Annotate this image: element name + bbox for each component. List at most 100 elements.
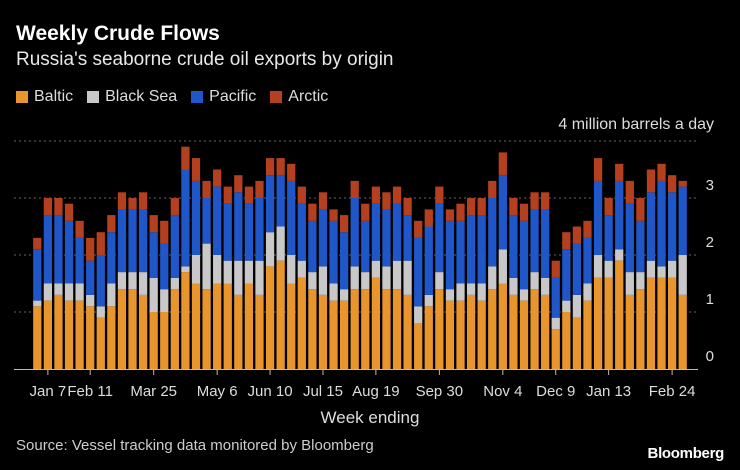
bar-baltic: [445, 300, 455, 369]
bar-arctic: [308, 203, 317, 221]
bar-baltic: [593, 277, 603, 369]
bar-pacific: [191, 180, 201, 255]
bar-pacific: [75, 237, 84, 284]
bar-black-sea: [318, 266, 328, 295]
bar-arctic: [435, 186, 444, 204]
bar-baltic: [329, 300, 338, 369]
bar-black-sea: [350, 266, 359, 290]
bar-black-sea: [424, 294, 433, 307]
bar-baltic: [361, 289, 370, 369]
bar-arctic: [138, 192, 148, 210]
x-tick-label: May 6: [197, 383, 238, 400]
chart-subtitle: Russia's seaborne crude oil exports by o…: [16, 49, 394, 70]
bar-arctic: [593, 158, 603, 181]
bar-pacific: [403, 215, 412, 261]
bar-arctic: [297, 186, 306, 204]
bar-black-sea: [392, 260, 402, 290]
bar-baltic: [244, 283, 254, 369]
bar-baltic: [117, 289, 127, 369]
bar-baltic: [234, 294, 243, 369]
bar-baltic: [202, 289, 211, 369]
bar-pacific: [371, 203, 380, 261]
bar-black-sea: [75, 283, 84, 301]
bar-pacific: [128, 209, 137, 273]
bar-arctic: [541, 192, 550, 210]
bar-pacific: [562, 249, 571, 301]
bar-baltic: [297, 277, 306, 369]
bar-arctic: [181, 146, 190, 170]
bar-arctic: [636, 198, 645, 221]
bar-arctic: [678, 180, 687, 187]
legend: Baltic Black Sea Pacific Arctic: [16, 88, 332, 106]
bar-arctic: [392, 186, 402, 204]
bar-black-sea: [255, 260, 264, 295]
bar-black-sea: [551, 317, 560, 330]
bar-pacific: [583, 237, 592, 284]
bar-black-sea: [191, 255, 201, 284]
bar-arctic: [403, 198, 412, 216]
legend-swatch-pacific: [191, 91, 204, 103]
bar-pacific: [54, 215, 63, 284]
bar-black-sea: [202, 243, 211, 290]
bar-arctic: [329, 209, 338, 221]
bar-pacific: [160, 243, 169, 290]
bar-arctic: [498, 152, 507, 176]
bar-arctic: [350, 180, 359, 198]
bar-baltic: [392, 289, 402, 369]
bar-black-sea: [509, 277, 518, 295]
bar-arctic: [657, 163, 666, 181]
bar-pacific: [636, 220, 645, 273]
bar-black-sea: [414, 306, 423, 324]
bar-baltic: [509, 294, 518, 369]
bar-arctic: [562, 232, 571, 250]
bar-baltic: [287, 283, 296, 369]
bar-arctic: [202, 180, 211, 198]
bar-black-sea: [435, 272, 444, 290]
bar-baltic: [86, 306, 95, 369]
bar-pacific: [318, 209, 328, 267]
bar-pacific: [213, 186, 222, 255]
bar-baltic: [43, 300, 52, 369]
bar-baltic: [170, 289, 179, 369]
bar-black-sea: [371, 260, 380, 278]
bar-pacific: [572, 243, 582, 295]
bar-pacific: [488, 198, 497, 267]
bar-arctic: [509, 198, 518, 216]
bar-baltic: [541, 294, 550, 369]
legend-label-pacific: Pacific: [209, 88, 257, 105]
bar-black-sea: [477, 283, 486, 301]
bar-pacific: [456, 220, 465, 284]
bar-baltic: [255, 294, 264, 369]
bar-black-sea: [265, 232, 275, 267]
bar-arctic: [223, 186, 232, 204]
bar-baltic: [107, 306, 116, 369]
bar-baltic: [54, 294, 63, 369]
bar-arctic: [276, 158, 285, 176]
x-tick-label: Jun 10: [248, 383, 293, 400]
x-tick-label: Feb 24: [649, 383, 696, 400]
bar-black-sea: [160, 289, 169, 312]
bar-pacific: [551, 277, 560, 318]
bar-pacific: [604, 215, 613, 261]
bar-arctic: [318, 192, 328, 210]
bar-pacific: [287, 180, 296, 255]
bar-black-sea: [170, 277, 179, 290]
bar-arctic: [107, 215, 116, 233]
bar-baltic: [414, 323, 423, 369]
bar-pacific: [107, 232, 116, 284]
bar-arctic: [33, 237, 42, 250]
bar-arctic: [191, 158, 201, 181]
legend-item-arctic: Arctic: [270, 88, 328, 106]
legend-swatch-baltic: [16, 91, 28, 103]
legend-item-pacific: Pacific: [191, 88, 256, 106]
bar-black-sea: [445, 289, 455, 301]
bar-black-sea: [636, 272, 645, 290]
bar-baltic: [519, 300, 529, 369]
bar-black-sea: [382, 266, 391, 290]
bar-pacific: [96, 255, 105, 307]
bar-arctic: [255, 180, 264, 198]
bar-pacific: [615, 180, 624, 250]
x-tick-label: Jul 15: [303, 383, 343, 400]
bar-black-sea: [244, 260, 254, 284]
bar-black-sea: [297, 260, 306, 278]
